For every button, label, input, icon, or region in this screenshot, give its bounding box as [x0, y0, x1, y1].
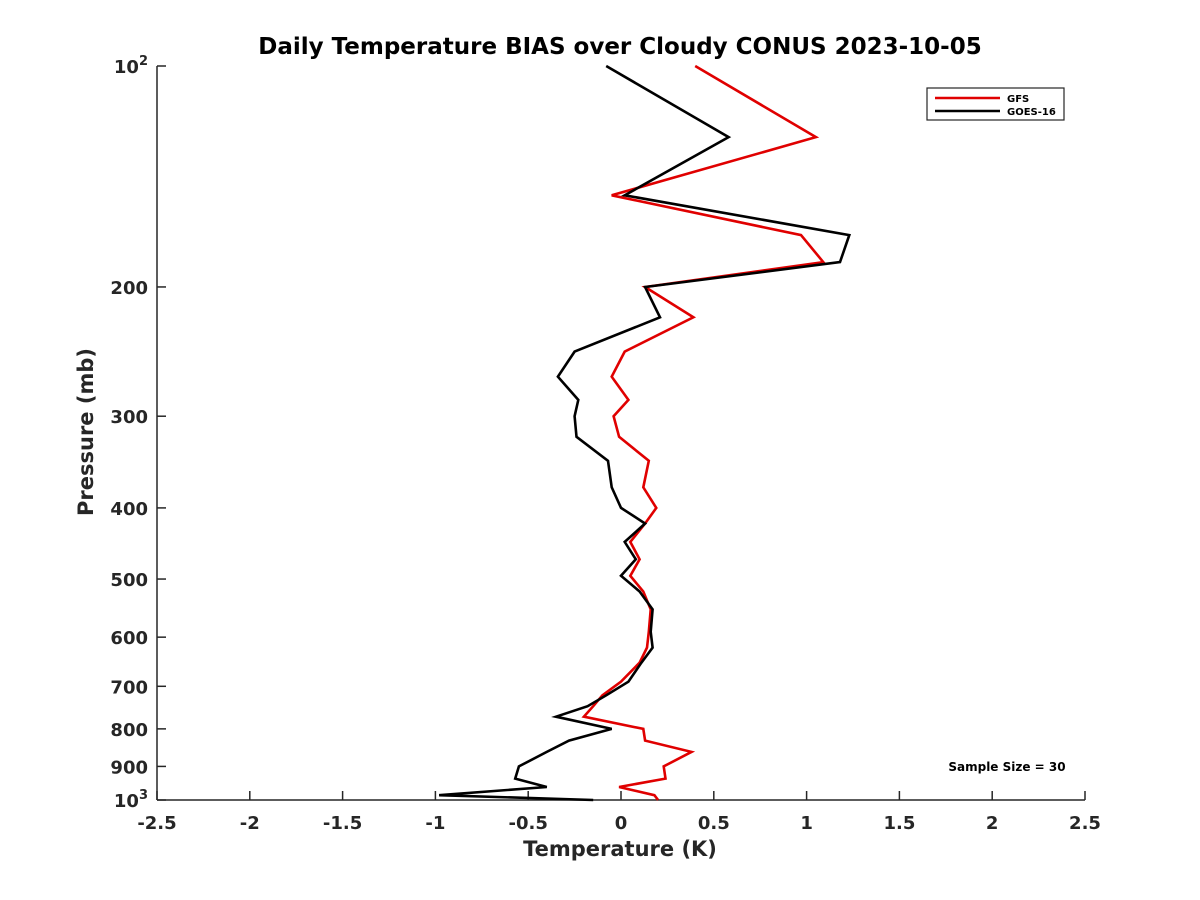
x-tick-label: 1.5 [883, 813, 915, 834]
y-tick-label: 900 [110, 757, 148, 778]
x-tick-label: -1.5 [323, 813, 362, 834]
y-tick-label: 600 [110, 628, 148, 649]
x-tick-label: -1 [425, 813, 445, 834]
x-tick-label: 1 [800, 813, 813, 834]
x-tick-label: -0.5 [509, 813, 548, 834]
legend: GFS GOES-16 [926, 87, 1065, 121]
x-tick-label: 2.5 [1069, 813, 1101, 834]
x-axis-label: Temperature (K) [523, 837, 717, 861]
y-tick-label: 300 [110, 407, 148, 428]
series-line-goes-16 [439, 64, 852, 802]
x-tick-label: -2 [240, 813, 260, 834]
y-tick-label: 800 [110, 720, 148, 741]
legend-entry: GFS [1007, 94, 1029, 105]
y-tick-label: 102 [114, 54, 148, 78]
legend-box [926, 87, 1065, 121]
x-tick-label: -2.5 [137, 813, 176, 834]
x-tick-label: 0 [615, 813, 628, 834]
y-axis-label: Pressure (mb) [74, 348, 98, 516]
y-tick-label: 400 [110, 499, 148, 520]
y-tick-label: 200 [110, 278, 148, 299]
sample-size-annotation: Sample Size = 30 [948, 760, 1065, 774]
series-line-gfs [581, 64, 826, 801]
y-tick-label: 103 [114, 788, 148, 812]
legend-entry: GOES-16 [1007, 107, 1056, 118]
plot-area: -2.5 -2 -1.5 -1 -0.5 0 0.5 1 1.5 2 2.5 102 200 300 400… [110, 54, 1101, 834]
x-tick-label: 0.5 [698, 813, 730, 834]
chart-title: Daily Temperature BIAS over Cloudy CONUS… [258, 34, 981, 60]
y-tick-label: 500 [110, 570, 148, 591]
x-tick-label: 2 [986, 813, 999, 834]
y-tick-label: 700 [110, 677, 148, 698]
